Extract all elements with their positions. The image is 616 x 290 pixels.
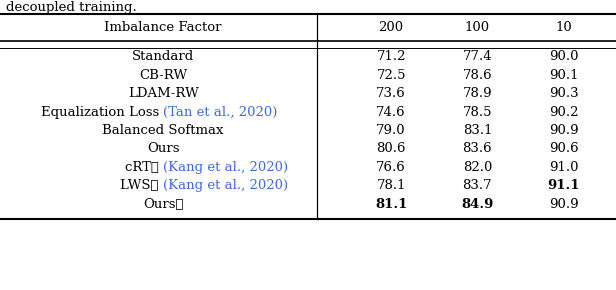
- Text: LWS★: LWS★: [121, 179, 163, 192]
- Text: 83.1: 83.1: [463, 124, 492, 137]
- Text: 90.9: 90.9: [549, 197, 578, 211]
- Text: Balanced Softmax: Balanced Softmax: [102, 124, 224, 137]
- Text: 72.5: 72.5: [376, 69, 406, 82]
- Text: 90.2: 90.2: [549, 106, 578, 119]
- Text: 80.6: 80.6: [376, 142, 406, 155]
- Text: 100: 100: [465, 21, 490, 34]
- Text: 71.2: 71.2: [376, 50, 406, 63]
- Text: 83.7: 83.7: [463, 179, 492, 192]
- Text: Equalization Loss: Equalization Loss: [41, 106, 163, 119]
- Text: 78.5: 78.5: [463, 106, 492, 119]
- Text: 78.6: 78.6: [463, 69, 492, 82]
- Text: (Tan et al., 2020): (Tan et al., 2020): [163, 106, 278, 119]
- Text: 84.9: 84.9: [461, 197, 493, 211]
- Text: 77.4: 77.4: [463, 50, 492, 63]
- Text: 78.1: 78.1: [376, 179, 406, 192]
- Text: Ours: Ours: [147, 142, 179, 155]
- Text: 200: 200: [379, 21, 403, 34]
- Text: 91.1: 91.1: [548, 179, 580, 192]
- Text: 81.1: 81.1: [375, 197, 407, 211]
- Text: Imbalance Factor: Imbalance Factor: [105, 21, 222, 34]
- Text: 90.6: 90.6: [549, 142, 578, 155]
- Text: 73.6: 73.6: [376, 87, 406, 100]
- Text: 76.6: 76.6: [376, 161, 406, 174]
- Text: (Kang et al., 2020): (Kang et al., 2020): [163, 161, 288, 174]
- Text: Ours★: Ours★: [143, 197, 184, 211]
- Text: (Kang et al., 2020): (Kang et al., 2020): [163, 179, 288, 192]
- Text: LDAM-RW: LDAM-RW: [128, 87, 198, 100]
- Text: 82.0: 82.0: [463, 161, 492, 174]
- Text: 10: 10: [555, 21, 572, 34]
- Text: 90.3: 90.3: [549, 87, 578, 100]
- Text: 83.6: 83.6: [463, 142, 492, 155]
- Text: 78.9: 78.9: [463, 87, 492, 100]
- Text: 90.1: 90.1: [549, 69, 578, 82]
- Text: 90.0: 90.0: [549, 50, 578, 63]
- Text: 91.0: 91.0: [549, 161, 578, 174]
- Text: 79.0: 79.0: [376, 124, 406, 137]
- Text: 74.6: 74.6: [376, 106, 406, 119]
- Text: 90.9: 90.9: [549, 124, 578, 137]
- Text: cRT★: cRT★: [125, 161, 163, 174]
- Text: CB-RW: CB-RW: [139, 69, 187, 82]
- Text: decoupled training.: decoupled training.: [6, 1, 137, 14]
- Text: Standard: Standard: [132, 50, 195, 63]
